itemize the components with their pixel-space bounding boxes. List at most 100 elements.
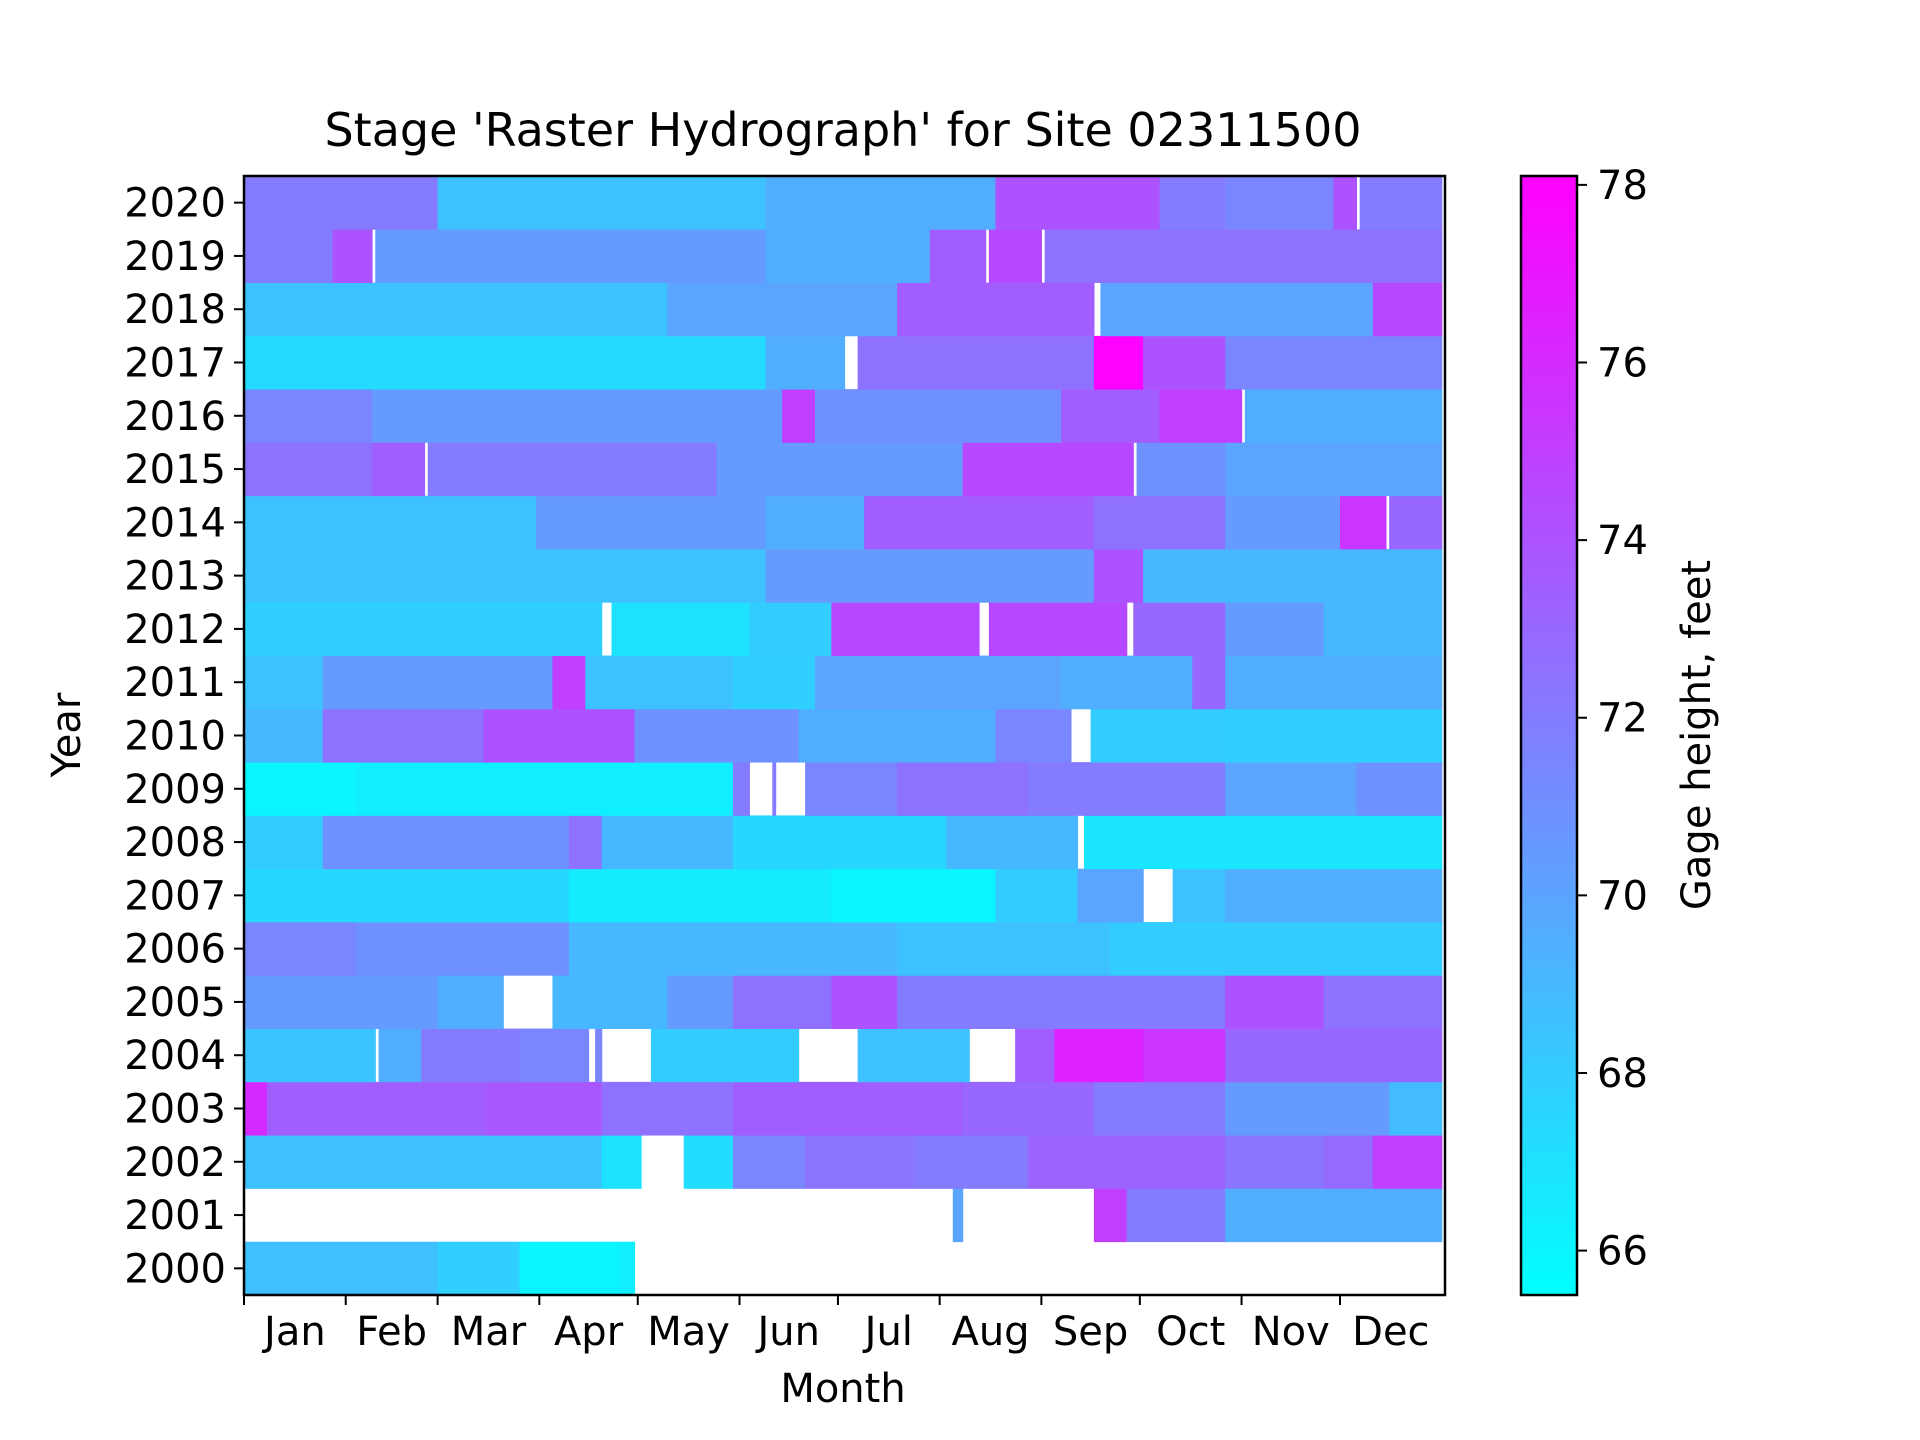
colorbar-tick-label: 68: [1597, 1051, 1648, 1097]
heatmap-cell: [1093, 549, 1144, 603]
heatmap-cell: [437, 1241, 521, 1296]
heatmap-cell: [486, 1081, 603, 1136]
x-axis-label: Month: [780, 1366, 905, 1412]
heatmap-cell: [897, 282, 1095, 337]
heatmap-cell: [483, 708, 636, 763]
y-tick-label: 2012: [124, 607, 226, 653]
heatmap-cell: [805, 1135, 915, 1189]
heatmap-cell: [437, 176, 767, 230]
colorbar-tick-label: 66: [1597, 1229, 1648, 1275]
heatmap-cell: [244, 1081, 268, 1136]
heatmap-cell: [929, 229, 987, 283]
x-axis-ticks: Jan Feb Mar Apr May Jun Jul Aug Sep Oct Nov Dec: [243, 1295, 1430, 1355]
heatmap-cell: [1015, 1028, 1056, 1083]
heatmap-cell: [244, 1241, 439, 1296]
y-tick-label: 2001: [124, 1193, 226, 1239]
heatmap-cell: [683, 1135, 734, 1189]
y-tick-label: 2000: [124, 1246, 226, 1292]
colorbar-label: Gage height, feet: [1674, 560, 1720, 910]
heatmap-cell: [765, 495, 865, 550]
heatmap-cell: [1143, 1028, 1226, 1083]
heatmap-cell: [962, 1081, 1095, 1136]
y-tick-label: 2011: [124, 660, 226, 706]
heatmap-cell: [371, 389, 783, 443]
heatmap-cell: [995, 868, 1079, 923]
heatmap-cell: [995, 708, 1072, 763]
y-tick-label: 2007: [124, 873, 226, 919]
heatmap-cell: [601, 1081, 734, 1136]
heatmap-cell: [897, 922, 1111, 976]
heatmap-cell: [1225, 442, 1443, 497]
heatmap-cell: [244, 176, 439, 230]
heatmap-cell: [634, 708, 800, 763]
colorbar-tick-label: 72: [1597, 696, 1648, 742]
heatmap-cell: [1359, 176, 1443, 230]
heatmap-cell: [552, 655, 586, 710]
heatmap-cell: [1143, 549, 1443, 603]
heatmap-cell: [244, 1028, 373, 1083]
y-tick-label: 2006: [124, 927, 226, 973]
heatmap-cell: [1093, 1188, 1128, 1243]
x-tick-label: Dec: [1352, 1309, 1429, 1355]
colorbar-tick-label: 74: [1597, 518, 1648, 564]
heatmap-cell: [244, 708, 324, 763]
heatmap-cell: [1225, 335, 1443, 390]
heatmap-cell: [244, 602, 603, 656]
heatmap-cell: [805, 762, 898, 816]
heatmap-cell: [1093, 335, 1144, 390]
heatmap-cell: [1090, 708, 1226, 763]
y-tick-label: 2009: [124, 767, 226, 813]
y-tick-label: 2010: [124, 714, 226, 760]
heatmap-cell: [244, 815, 324, 870]
heatmap-cell: [266, 1081, 488, 1136]
x-tick-label: Jun: [754, 1309, 820, 1355]
y-axis-label: Year: [44, 692, 90, 778]
heatmap-cell: [765, 176, 997, 230]
heatmap-cell: [536, 495, 767, 550]
heatmap-cell: [244, 922, 357, 976]
heatmap-cell: [988, 229, 1042, 283]
heatmap-cell: [765, 229, 931, 283]
heatmap-cell: [618, 1241, 636, 1296]
heatmap-cell: [732, 815, 947, 870]
heatmap-cell: [1110, 922, 1443, 976]
heatmap-cells: [244, 176, 1443, 1296]
heatmap-cell: [595, 1028, 603, 1083]
heatmap-cell: [1225, 1081, 1390, 1136]
y-tick-label: 2019: [124, 234, 226, 280]
heatmap-cell: [732, 762, 750, 816]
heatmap-cell: [244, 442, 373, 497]
heatmap-cell: [585, 655, 734, 710]
x-tick-label: Jul: [862, 1309, 913, 1355]
heatmap-cell: [1192, 655, 1226, 710]
x-tick-label: Oct: [1156, 1309, 1225, 1355]
chart-title: Stage 'Raster Hydrograph' for Site 02311…: [324, 103, 1361, 157]
y-tick-label: 2015: [124, 447, 226, 493]
heatmap-cell: [244, 229, 334, 283]
y-tick-label: 2003: [124, 1087, 226, 1133]
heatmap-cell: [1389, 495, 1443, 550]
heatmap-cell: [831, 602, 980, 656]
heatmap-cell: [601, 1135, 642, 1189]
x-tick-label: May: [647, 1309, 730, 1355]
heatmap-cell: [244, 495, 537, 550]
heatmap-cell: [568, 815, 603, 870]
heatmap-cell: [1061, 389, 1161, 443]
heatmap-cell: [322, 708, 485, 763]
heatmap-cell: [1339, 495, 1387, 550]
heatmap-cell: [355, 922, 570, 976]
heatmap-cell: [831, 975, 898, 1029]
heatmap-cell: [421, 1028, 521, 1083]
heatmap-cell: [1244, 389, 1443, 443]
heatmap-cell: [437, 1135, 603, 1189]
heatmap-cell: [732, 1135, 806, 1189]
heatmap-cell: [1323, 1135, 1374, 1189]
heatmap-cell: [519, 1241, 619, 1296]
heatmap-cell: [1077, 868, 1144, 923]
colorbar-tick-label: 70: [1597, 873, 1648, 919]
heatmap-cell: [552, 975, 668, 1029]
heatmap-cell: [1225, 602, 1325, 656]
heatmap-cell: [1225, 975, 1325, 1029]
y-axis-ticks: 2000 2001 2002 2003 2004 2005 2006 2007 2008 2009…: [124, 181, 244, 1292]
heatmap-cell: [1372, 282, 1443, 337]
